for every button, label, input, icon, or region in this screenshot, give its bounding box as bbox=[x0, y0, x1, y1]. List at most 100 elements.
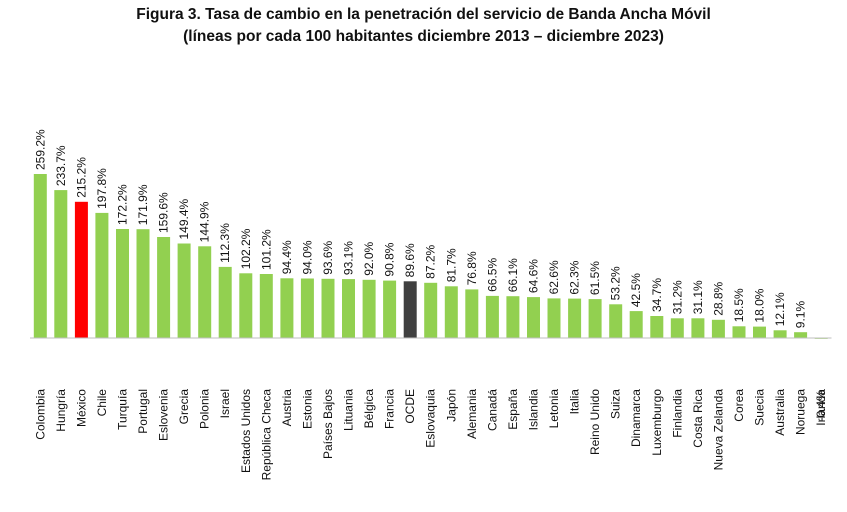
category-label-eslovenia: Eslovenia bbox=[157, 389, 171, 441]
category-label-israel: Israel bbox=[218, 389, 232, 418]
value-label-chile: 197.8% bbox=[95, 168, 109, 209]
category-label-noruega: Noruega bbox=[794, 389, 808, 435]
bar-israel bbox=[218, 266, 232, 338]
category-label-alemania: Alemania bbox=[465, 389, 479, 439]
bar-hungria bbox=[54, 190, 68, 338]
bar-lituania bbox=[342, 279, 355, 338]
value-label-belgica: 92.0% bbox=[362, 241, 376, 275]
bar-espana bbox=[506, 296, 520, 338]
category-label-francia: Francia bbox=[383, 389, 397, 429]
value-label-suecia: 18.0% bbox=[753, 288, 767, 322]
category-label-australia: Australia bbox=[773, 389, 787, 436]
category-label-eslovaquia: Eslovaquia bbox=[424, 389, 438, 448]
value-label-polonia: 144.9% bbox=[198, 201, 212, 242]
bar-austria bbox=[280, 278, 294, 338]
value-label-canada: 66.5% bbox=[485, 258, 499, 292]
bar-corea bbox=[732, 326, 746, 338]
bar-italia bbox=[568, 298, 582, 338]
bar-eslovenia bbox=[157, 237, 171, 338]
bar-islandia bbox=[527, 297, 540, 338]
category-label-italia: Italia bbox=[568, 389, 582, 415]
category-label-canada: Canadá bbox=[485, 389, 499, 431]
value-label-irlanda: -0.4% bbox=[814, 390, 828, 422]
value-label-grecia: 149.4% bbox=[177, 198, 191, 239]
category-label-nueva-zelanda: Nueva Zelanda bbox=[711, 389, 725, 471]
bar-ocde bbox=[403, 281, 417, 338]
value-label-suiza: 53.2% bbox=[609, 266, 623, 300]
category-label-letonia: Letonia bbox=[547, 389, 561, 429]
category-label-turquia: Turquía bbox=[116, 389, 130, 430]
category-label-luxemburgo: Luxemburgo bbox=[650, 389, 664, 456]
bar-chile bbox=[95, 212, 109, 338]
category-label-irlanda: Irlanda bbox=[814, 389, 828, 426]
category-label-portugal: Portugal bbox=[136, 389, 150, 434]
category-label-polonia: Polonia bbox=[198, 389, 212, 429]
category-label-dinamarca: Dinamarca bbox=[629, 389, 643, 447]
value-label-paises-bajos: 93.6% bbox=[321, 240, 335, 274]
bar-suecia bbox=[753, 326, 766, 338]
value-label-austria: 94.4% bbox=[280, 240, 294, 274]
category-label-mexico: México bbox=[74, 389, 88, 427]
category-label-colombia: Colombia bbox=[33, 389, 47, 440]
value-label-republica-checa: 101.2% bbox=[259, 229, 273, 270]
value-label-corea: 18.5% bbox=[732, 288, 746, 322]
category-label-japon: Japón bbox=[444, 389, 458, 422]
bar-noruega bbox=[794, 332, 808, 338]
chart-subtitle: (líneas por cada 100 habitantes diciembr… bbox=[183, 28, 664, 45]
value-label-israel: 112.3% bbox=[218, 223, 232, 263]
value-label-italia: 62.3% bbox=[568, 260, 582, 294]
bar-portugal bbox=[136, 229, 150, 338]
category-label-hungria: Hungría bbox=[54, 389, 68, 432]
category-label-estonia: Estonia bbox=[300, 389, 314, 429]
value-label-nueva-zelanda: 28.8% bbox=[711, 281, 725, 315]
category-label-paises-bajos: Países Bajos bbox=[321, 389, 335, 459]
category-label-lituania: Lituania bbox=[342, 389, 356, 431]
value-label-alemania: 76.8% bbox=[465, 251, 479, 285]
category-label-espana: España bbox=[506, 389, 520, 430]
category-label-republica-checa: República Checa bbox=[259, 389, 273, 481]
bar-japon bbox=[444, 286, 458, 338]
value-label-eslovaquia: 87.2% bbox=[424, 244, 438, 278]
value-label-colombia: 259.2% bbox=[33, 129, 47, 170]
value-label-australia: 12.1% bbox=[773, 292, 787, 326]
bar-colombia bbox=[33, 174, 47, 338]
category-label-costa-rica: Costa Rica bbox=[691, 389, 705, 448]
value-label-dinamarca: 42.5% bbox=[629, 273, 643, 307]
chart-title: Figura 3. Tasa de cambio en la penetraci… bbox=[136, 6, 711, 23]
value-label-lituania: 93.1% bbox=[342, 241, 356, 275]
bar-turquia bbox=[116, 229, 129, 338]
value-label-letonia: 62.6% bbox=[547, 260, 561, 294]
category-label-corea: Corea bbox=[732, 389, 746, 422]
bar-dinamarca bbox=[629, 311, 643, 338]
bar-suiza bbox=[609, 304, 623, 338]
bar-costa-rica bbox=[691, 318, 705, 338]
bar-finlandia bbox=[670, 318, 684, 338]
value-label-luxemburgo: 34.7% bbox=[650, 278, 664, 312]
value-label-mexico: 215.2% bbox=[74, 157, 88, 198]
value-label-estados-unidos: 102.2% bbox=[239, 228, 253, 269]
category-label-austria: Austria bbox=[280, 389, 294, 427]
bar-luxemburgo bbox=[650, 316, 664, 338]
bar-republica-checa bbox=[259, 274, 273, 338]
bar-alemania bbox=[465, 289, 479, 338]
value-label-islandia: 64.6% bbox=[527, 259, 541, 293]
value-label-noruega: 9.1% bbox=[794, 301, 808, 329]
bar-reino-unido bbox=[588, 299, 602, 338]
category-label-reino-unido: Reino Unido bbox=[588, 389, 602, 455]
value-label-japon: 81.7% bbox=[444, 248, 458, 282]
value-label-turquia: 172.2% bbox=[116, 184, 130, 225]
bar-australia bbox=[773, 330, 787, 338]
value-label-portugal: 171.9% bbox=[136, 184, 150, 225]
bar-canada bbox=[485, 295, 499, 338]
bar-eslovaquia bbox=[424, 282, 438, 338]
category-label-islandia: Islandia bbox=[527, 389, 541, 431]
value-label-espana: 66.1% bbox=[506, 258, 520, 292]
value-label-reino-unido: 61.5% bbox=[588, 261, 602, 295]
category-label-estados-unidos: Estados Unidos bbox=[239, 389, 253, 473]
category-label-suiza: Suiza bbox=[609, 389, 623, 419]
bar-estonia bbox=[300, 278, 314, 338]
category-label-suecia: Suecia bbox=[753, 389, 767, 426]
value-label-finlandia: 31.2% bbox=[670, 280, 684, 314]
bar-estados-unidos bbox=[239, 273, 253, 338]
